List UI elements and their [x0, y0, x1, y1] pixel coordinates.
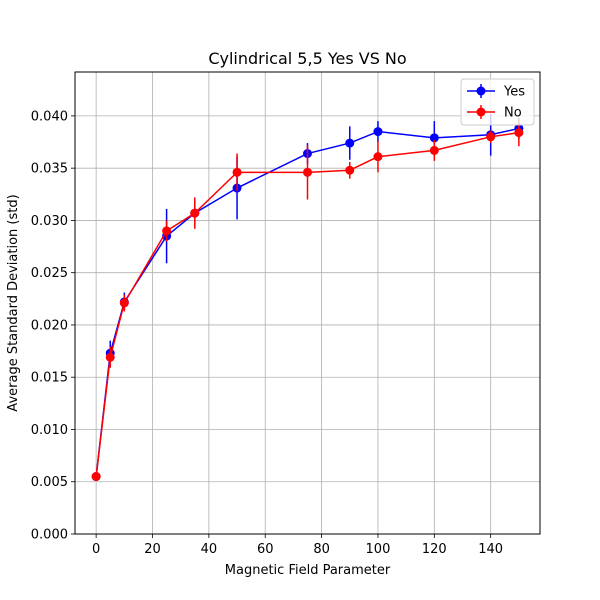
axis-ticks: 0 20 40 60 80 100 120 140 0.000 0.005 0.010 0.015 0.… — [31, 109, 503, 557]
data-point-no — [486, 132, 496, 142]
data-point-no — [105, 352, 115, 362]
data-point-no — [373, 152, 383, 162]
y-tick-label: 0.015 — [31, 371, 68, 386]
data-point-no — [303, 167, 312, 177]
legend: Yes No — [460, 78, 535, 126]
y-tick-label: 0.020 — [31, 318, 68, 333]
data-point-no — [514, 128, 524, 138]
y-tick-label: 0.000 — [31, 528, 68, 543]
x-tick-label: 100 — [366, 542, 391, 557]
chart-title: Cylindrical 5,5 Yes VS No — [208, 49, 406, 68]
x-tick-label: 60 — [257, 542, 274, 557]
series-layer — [91, 113, 524, 482]
data-point-yes — [429, 133, 439, 143]
data-point-no — [429, 145, 439, 155]
y-tick-label: 0.035 — [31, 162, 68, 177]
data-point-no — [232, 167, 242, 177]
legend-label-no: No — [504, 106, 522, 121]
data-point-no — [190, 208, 200, 218]
data-point-no — [119, 298, 129, 308]
x-tick-label: 140 — [478, 542, 503, 557]
y-axis-label: Average Standard Deviation (std) — [6, 194, 21, 411]
data-point-no — [91, 472, 101, 482]
legend-label-yes: Yes — [503, 85, 525, 100]
y-tick-label: 0.040 — [31, 109, 68, 124]
x-tick-label: 40 — [201, 542, 218, 557]
x-axis-label: Magnetic Field Parameter — [225, 563, 391, 578]
series-line-no — [95, 131, 519, 477]
x-tick-label: 120 — [422, 542, 447, 557]
x-tick-label: 20 — [144, 542, 161, 557]
data-point-no — [345, 165, 355, 175]
plot-frame — [74, 71, 541, 535]
series-no — [91, 119, 524, 482]
y-tick-label: 0.010 — [31, 423, 68, 438]
x-tick-label: 0 — [92, 542, 100, 557]
x-tick-label: 80 — [313, 542, 330, 557]
data-point-yes — [373, 127, 383, 137]
data-point-yes — [345, 138, 355, 148]
y-tick-label: 0.025 — [31, 266, 68, 281]
y-tick-label: 0.030 — [31, 214, 68, 229]
legend-marker-no — [476, 107, 486, 117]
y-tick-label: 0.005 — [31, 475, 68, 490]
data-point-no — [162, 226, 172, 236]
legend-marker-yes — [476, 86, 486, 96]
